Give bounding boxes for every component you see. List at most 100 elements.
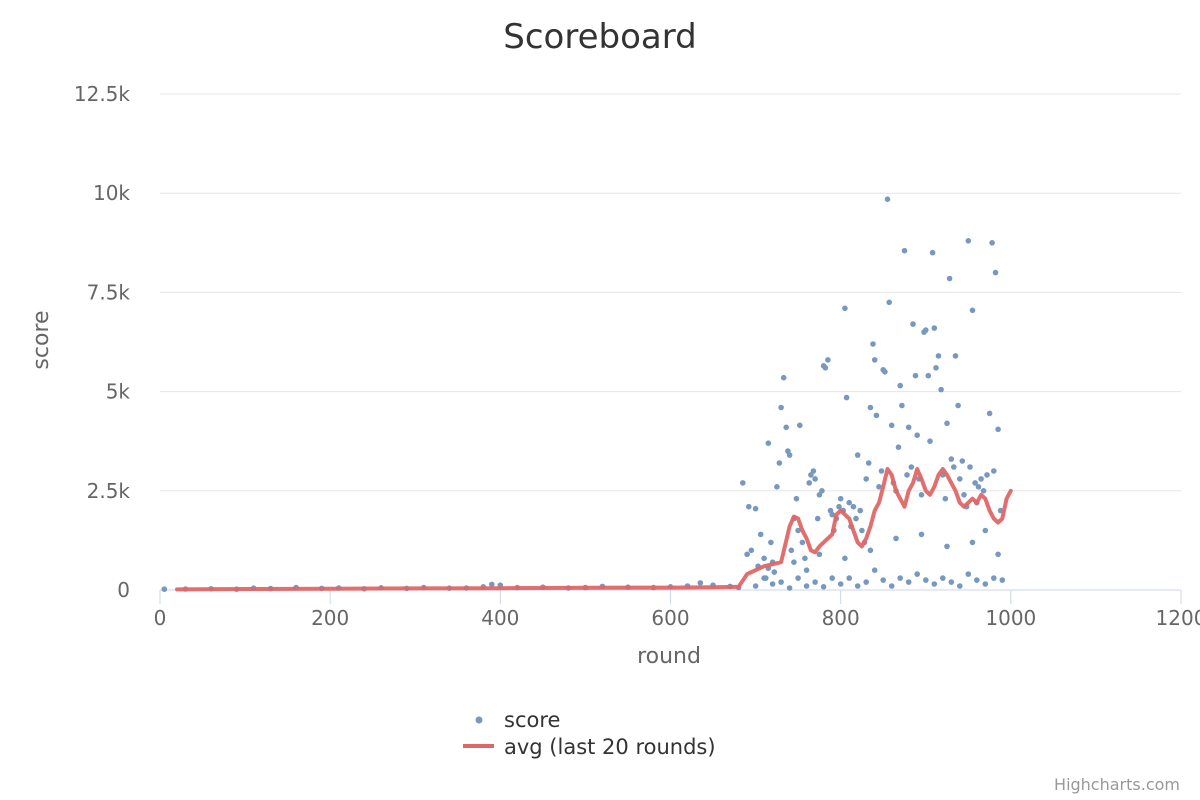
score-point[interactable] xyxy=(829,511,835,518)
score-point[interactable] xyxy=(797,422,803,429)
score-point[interactable] xyxy=(793,495,800,502)
score-point[interactable] xyxy=(882,369,888,375)
score-point[interactable] xyxy=(791,559,797,565)
score-point[interactable] xyxy=(489,581,495,588)
score-point[interactable] xyxy=(929,249,936,256)
score-point[interactable] xyxy=(752,505,759,512)
score-point[interactable] xyxy=(880,577,886,583)
score-point[interactable] xyxy=(978,476,984,482)
score-point[interactable] xyxy=(837,495,844,502)
score-point[interactable] xyxy=(957,476,963,482)
score-point[interactable] xyxy=(803,567,810,573)
score-point[interactable] xyxy=(969,307,976,314)
score-point[interactable] xyxy=(893,535,899,542)
score-point[interactable] xyxy=(923,577,929,583)
score-point[interactable] xyxy=(769,581,776,587)
score-point[interactable] xyxy=(908,464,915,470)
score-point[interactable] xyxy=(788,547,795,554)
score-point[interactable] xyxy=(899,402,905,409)
score-point[interactable] xyxy=(995,551,1001,558)
score-point[interactable] xyxy=(918,492,925,498)
score-point[interactable] xyxy=(812,476,818,482)
score-point[interactable] xyxy=(961,492,967,498)
score-point[interactable] xyxy=(806,480,812,486)
score-point[interactable] xyxy=(795,575,801,581)
score-point[interactable] xyxy=(914,432,920,439)
score-point[interactable] xyxy=(786,585,793,591)
score-point[interactable] xyxy=(774,484,780,490)
score-point[interactable] xyxy=(786,452,793,458)
score-point[interactable] xyxy=(967,464,973,470)
score-point[interactable] xyxy=(888,583,895,589)
score-point[interactable] xyxy=(816,492,823,498)
score-point[interactable] xyxy=(982,527,989,534)
score-point[interactable] xyxy=(910,321,916,327)
score-point[interactable] xyxy=(969,539,976,546)
score-point[interactable] xyxy=(870,341,876,347)
score-point[interactable] xyxy=(972,480,978,486)
score-point[interactable] xyxy=(780,374,787,381)
score-point[interactable] xyxy=(982,581,989,587)
score-point[interactable] xyxy=(935,353,942,359)
score-point[interactable] xyxy=(938,386,944,393)
score-point[interactable] xyxy=(878,468,885,474)
score-point[interactable] xyxy=(822,365,829,371)
score-point[interactable] xyxy=(959,458,966,464)
score-point[interactable] xyxy=(846,575,852,581)
score-point[interactable] xyxy=(871,357,878,363)
score-point[interactable] xyxy=(799,539,806,546)
score-point[interactable] xyxy=(901,247,908,254)
score-point[interactable] xyxy=(873,412,880,419)
score-point[interactable] xyxy=(863,579,869,585)
score-point[interactable] xyxy=(778,579,784,585)
score-point[interactable] xyxy=(897,382,903,389)
score-point[interactable] xyxy=(931,325,938,331)
score-point[interactable] xyxy=(802,555,808,562)
score-point[interactable] xyxy=(980,488,987,494)
score-point[interactable] xyxy=(923,327,929,333)
score-point[interactable] xyxy=(914,571,920,577)
score-point[interactable] xyxy=(965,238,972,244)
score-point[interactable] xyxy=(771,569,778,575)
score-point[interactable] xyxy=(854,452,861,458)
score-point[interactable] xyxy=(837,581,844,587)
score-point[interactable] xyxy=(778,404,784,411)
score-point[interactable] xyxy=(918,531,925,538)
score-point[interactable] xyxy=(925,372,932,379)
score-point[interactable] xyxy=(776,460,783,466)
score-point[interactable] xyxy=(810,468,817,474)
score-point[interactable] xyxy=(812,579,818,585)
score-point[interactable] xyxy=(825,357,831,363)
score-point[interactable] xyxy=(991,575,997,581)
score-point[interactable] xyxy=(863,476,869,482)
score-point[interactable] xyxy=(940,575,946,581)
score-point[interactable] xyxy=(992,269,999,276)
score-point[interactable] xyxy=(955,402,961,409)
score-point[interactable] xyxy=(927,438,933,445)
score-point[interactable] xyxy=(905,424,912,431)
legend-item-score[interactable]: score xyxy=(475,708,561,732)
score-point[interactable] xyxy=(975,484,982,490)
score-point[interactable] xyxy=(895,444,902,451)
score-point[interactable] xyxy=(952,353,959,359)
score-point[interactable] xyxy=(752,583,759,589)
score-point[interactable] xyxy=(912,372,919,379)
score-point[interactable] xyxy=(843,394,850,401)
score-point[interactable] xyxy=(957,583,963,589)
score-point[interactable] xyxy=(933,365,939,371)
score-point[interactable] xyxy=(876,484,882,490)
score-point[interactable] xyxy=(761,555,767,562)
score-point[interactable] xyxy=(948,456,955,462)
score-point[interactable] xyxy=(857,507,863,514)
score-point[interactable] xyxy=(836,503,842,510)
score-point[interactable] xyxy=(820,584,827,590)
score-point[interactable] xyxy=(795,527,801,534)
score-point[interactable] xyxy=(904,472,910,478)
score-point[interactable] xyxy=(886,299,892,306)
score-point[interactable] xyxy=(946,275,953,282)
score-point[interactable] xyxy=(859,527,865,534)
score-point[interactable] xyxy=(761,575,767,581)
score-point[interactable] xyxy=(161,586,168,592)
score-point[interactable] xyxy=(951,464,957,470)
score-point[interactable] xyxy=(999,577,1006,583)
